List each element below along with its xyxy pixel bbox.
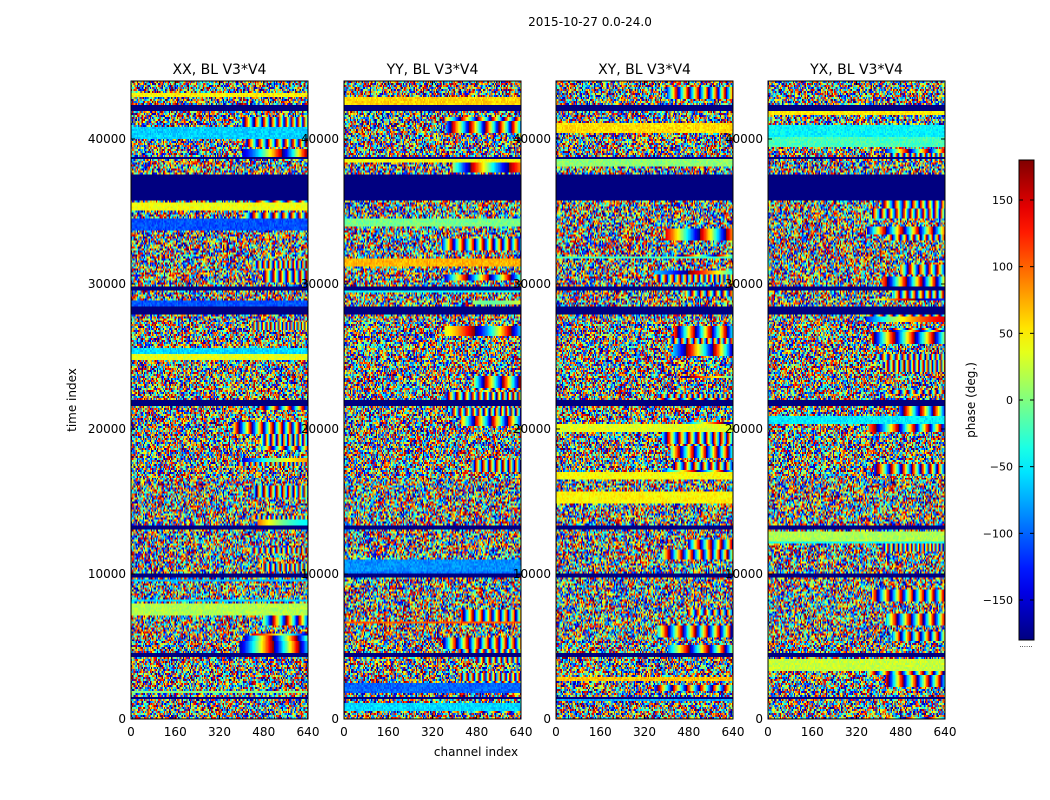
colorbar-tick-label: 100 [992, 261, 1013, 274]
y-tick-label: 40000 [301, 132, 339, 146]
y-tick-label: 20000 [88, 422, 126, 436]
y-tick-label: 10000 [88, 567, 126, 581]
x-tick-label: 480 [465, 725, 488, 739]
colorbar-tick-label: −50 [990, 461, 1013, 474]
figure-suptitle: 2015-10-27 0.0-24.0 [528, 15, 652, 29]
y-tick-label: 10000 [513, 567, 551, 581]
y-tick-label: 30000 [725, 277, 763, 291]
colorbar-tick-label: −100 [983, 527, 1013, 540]
y-tick-label: 40000 [88, 132, 126, 146]
panel-yx: YX, BL V3*V4 0 160 320 480 640 0 10000 20000 3000… [725, 62, 957, 739]
colorbar-tick-label: 150 [992, 194, 1013, 207]
x-tick-label: 480 [252, 725, 275, 739]
x-tick-label: 0 [764, 725, 772, 739]
x-tick-label: 0 [340, 725, 348, 739]
x-tick-label: 320 [845, 725, 868, 739]
x-tick-label: 480 [889, 725, 912, 739]
y-tick-label: 20000 [513, 422, 551, 436]
y-tick-label: 10000 [725, 567, 763, 581]
heatmap-xx [131, 81, 308, 719]
panels-layer: XX, BL V3*V4 0 160 320 480 640 0 10000 20000 3000… [88, 62, 957, 739]
colorbar: −150 −100 −50 0 50 100 150 [983, 159, 1035, 641]
heatmap-yy [344, 81, 521, 719]
y-tick-label: 0 [118, 712, 126, 726]
panel-xy: XY, BL V3*V4 0 160 320 480 640 0 10000 20000 3000… [513, 62, 745, 739]
y-tick-label: 30000 [301, 277, 339, 291]
y-tick-label: 20000 [725, 422, 763, 436]
x-tick-label: 640 [297, 725, 320, 739]
x-tick-label: 160 [377, 725, 400, 739]
panel-title: YY, BL V3*V4 [386, 62, 479, 78]
colorbar-tick-label: 50 [999, 327, 1013, 340]
heatmap-xy [556, 81, 733, 719]
x-tick-label: 160 [801, 725, 824, 739]
y-tick-label: 30000 [88, 277, 126, 291]
colorbar-tick-label: −150 [983, 594, 1013, 607]
colorbar-tick-label: 0 [1006, 394, 1013, 407]
y-tick-label: 10000 [301, 567, 339, 581]
x-tick-label: 160 [589, 725, 612, 739]
y-tick-label: 20000 [301, 422, 339, 436]
x-tick-label: 640 [510, 725, 533, 739]
x-tick-label: 480 [677, 725, 700, 739]
y-tick-label: 0 [543, 712, 551, 726]
y-tick-label: 0 [755, 712, 763, 726]
colorbar-note: ...... [1019, 641, 1032, 649]
x-tick-label: 0 [552, 725, 560, 739]
panel-title: XY, BL V3*V4 [598, 62, 691, 78]
x-tick-label: 640 [934, 725, 957, 739]
y-axis-label: time index [65, 368, 79, 432]
x-tick-label: 160 [164, 725, 187, 739]
panel-title: XX, BL V3*V4 [173, 62, 267, 78]
y-tick-label: 40000 [513, 132, 551, 146]
heatmap-yx [768, 81, 945, 719]
panel-yy: YY, BL V3*V4 0 160 320 480 640 0 10000 20000 3000… [301, 62, 533, 739]
x-tick-label: 640 [722, 725, 745, 739]
x-axis-label: channel index [434, 745, 518, 759]
x-tick-label: 320 [421, 725, 444, 739]
y-tick-label: 0 [331, 712, 339, 726]
y-tick-label: 40000 [725, 132, 763, 146]
x-tick-label: 320 [208, 725, 231, 739]
y-tick-label: 30000 [513, 277, 551, 291]
x-tick-label: 320 [633, 725, 656, 739]
panel-xx: XX, BL V3*V4 0 160 320 480 640 0 10000 20000 3000… [88, 62, 320, 739]
panel-title: YX, BL V3*V4 [809, 62, 903, 78]
colorbar-label: phase (deg.) [964, 362, 978, 438]
x-tick-label: 0 [127, 725, 135, 739]
